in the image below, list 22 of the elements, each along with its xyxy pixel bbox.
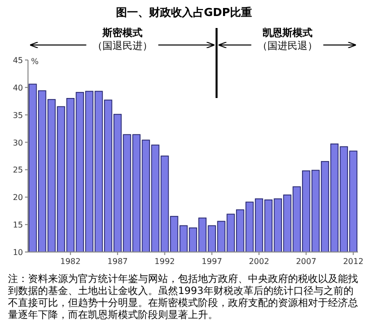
y-axis-title: % — [31, 57, 39, 66]
y-tick-label: 20 — [12, 193, 23, 202]
x-tick-label: 1982 — [60, 257, 81, 266]
x-tick-label: 1987 — [107, 257, 128, 266]
chart-title: 图一、财政收入占GDP比重 — [116, 6, 252, 19]
x-tick-label: 2007 — [296, 257, 316, 266]
text: （国进民退） — [257, 40, 318, 52]
y-tick-label: 15 — [12, 220, 23, 230]
y-tick-label: 30 — [12, 138, 23, 148]
text: （国退民进） — [92, 40, 152, 52]
y-tick-label: 10 — [12, 248, 23, 257]
text: 斯密模式 — [101, 27, 142, 39]
y-tick-label: 40 — [12, 83, 23, 92]
x-tick-label: 1997 — [202, 257, 222, 266]
x-tick-label: 1992 — [154, 257, 175, 266]
text: 注：资料来源为官方统计年鉴与网站，包括地方政府、中央政府的税收以及能找到数据的基金、土地出让金收入。虽然1993年财税改革后的统计口径与之前的不直接可比，但趋势十分明显。在斯密模式阶段，政府支配的资源相对于经济总量逐年下降，而在凯恩斯模式阶段则显著上升。 — [8, 274, 359, 322]
y-tick-label: 35 — [12, 110, 23, 120]
y-tick-label: 45 — [12, 56, 23, 65]
y-tick-label: 25 — [12, 166, 23, 175]
x-tick-label: 2012 — [343, 257, 364, 266]
text: 凯恩斯模式 — [262, 27, 312, 39]
x-tick-label: 2002 — [248, 257, 270, 266]
